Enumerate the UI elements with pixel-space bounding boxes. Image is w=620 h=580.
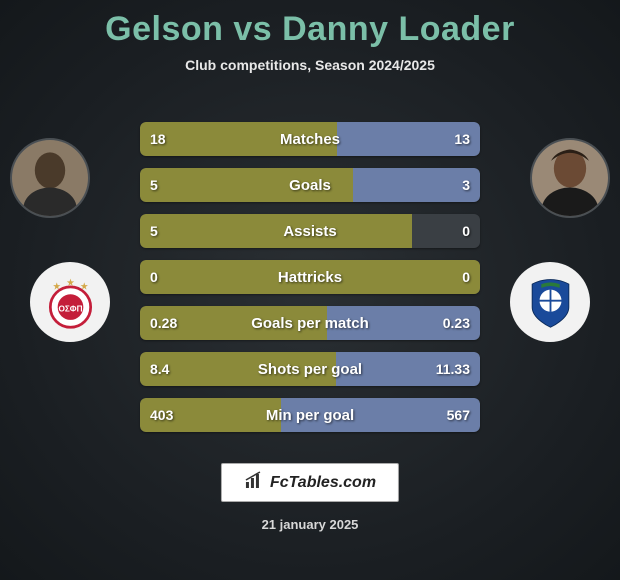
date-label: 21 january 2025	[0, 517, 620, 532]
stat-row: 403567Min per goal	[140, 398, 480, 432]
stat-label: Assists	[140, 223, 480, 240]
stat-label: Goals per match	[140, 315, 480, 332]
player-left-avatar	[10, 138, 90, 218]
club-left-crest: ΟΣΦΠ	[30, 262, 110, 342]
stat-row: 1813Matches	[140, 122, 480, 156]
stat-row: 50Assists	[140, 214, 480, 248]
stat-row: 00Hattricks	[140, 260, 480, 294]
club-right-crest	[510, 262, 590, 342]
subtitle: Club competitions, Season 2024/2025	[0, 57, 620, 73]
page-title: Gelson vs Danny Loader	[0, 0, 620, 49]
stat-row: 0.280.23Goals per match	[140, 306, 480, 340]
stat-label: Goals	[140, 177, 480, 194]
svg-text:ΟΣΦΠ: ΟΣΦΠ	[58, 304, 82, 313]
stat-row: 8.411.33Shots per goal	[140, 352, 480, 386]
brand-badge: FcTables.com	[221, 463, 399, 502]
stat-label: Hattricks	[140, 269, 480, 286]
brand-text: FcTables.com	[270, 474, 376, 492]
stat-row: 53Goals	[140, 168, 480, 202]
brand-icon	[244, 470, 264, 495]
stat-label: Min per goal	[140, 407, 480, 424]
stats-container: 1813Matches 53Goals 50Assists 00Hattricks 0.…	[140, 122, 480, 444]
stat-label: Matches	[140, 131, 480, 148]
stat-label: Shots per goal	[140, 361, 480, 378]
player-right-avatar	[530, 138, 610, 218]
